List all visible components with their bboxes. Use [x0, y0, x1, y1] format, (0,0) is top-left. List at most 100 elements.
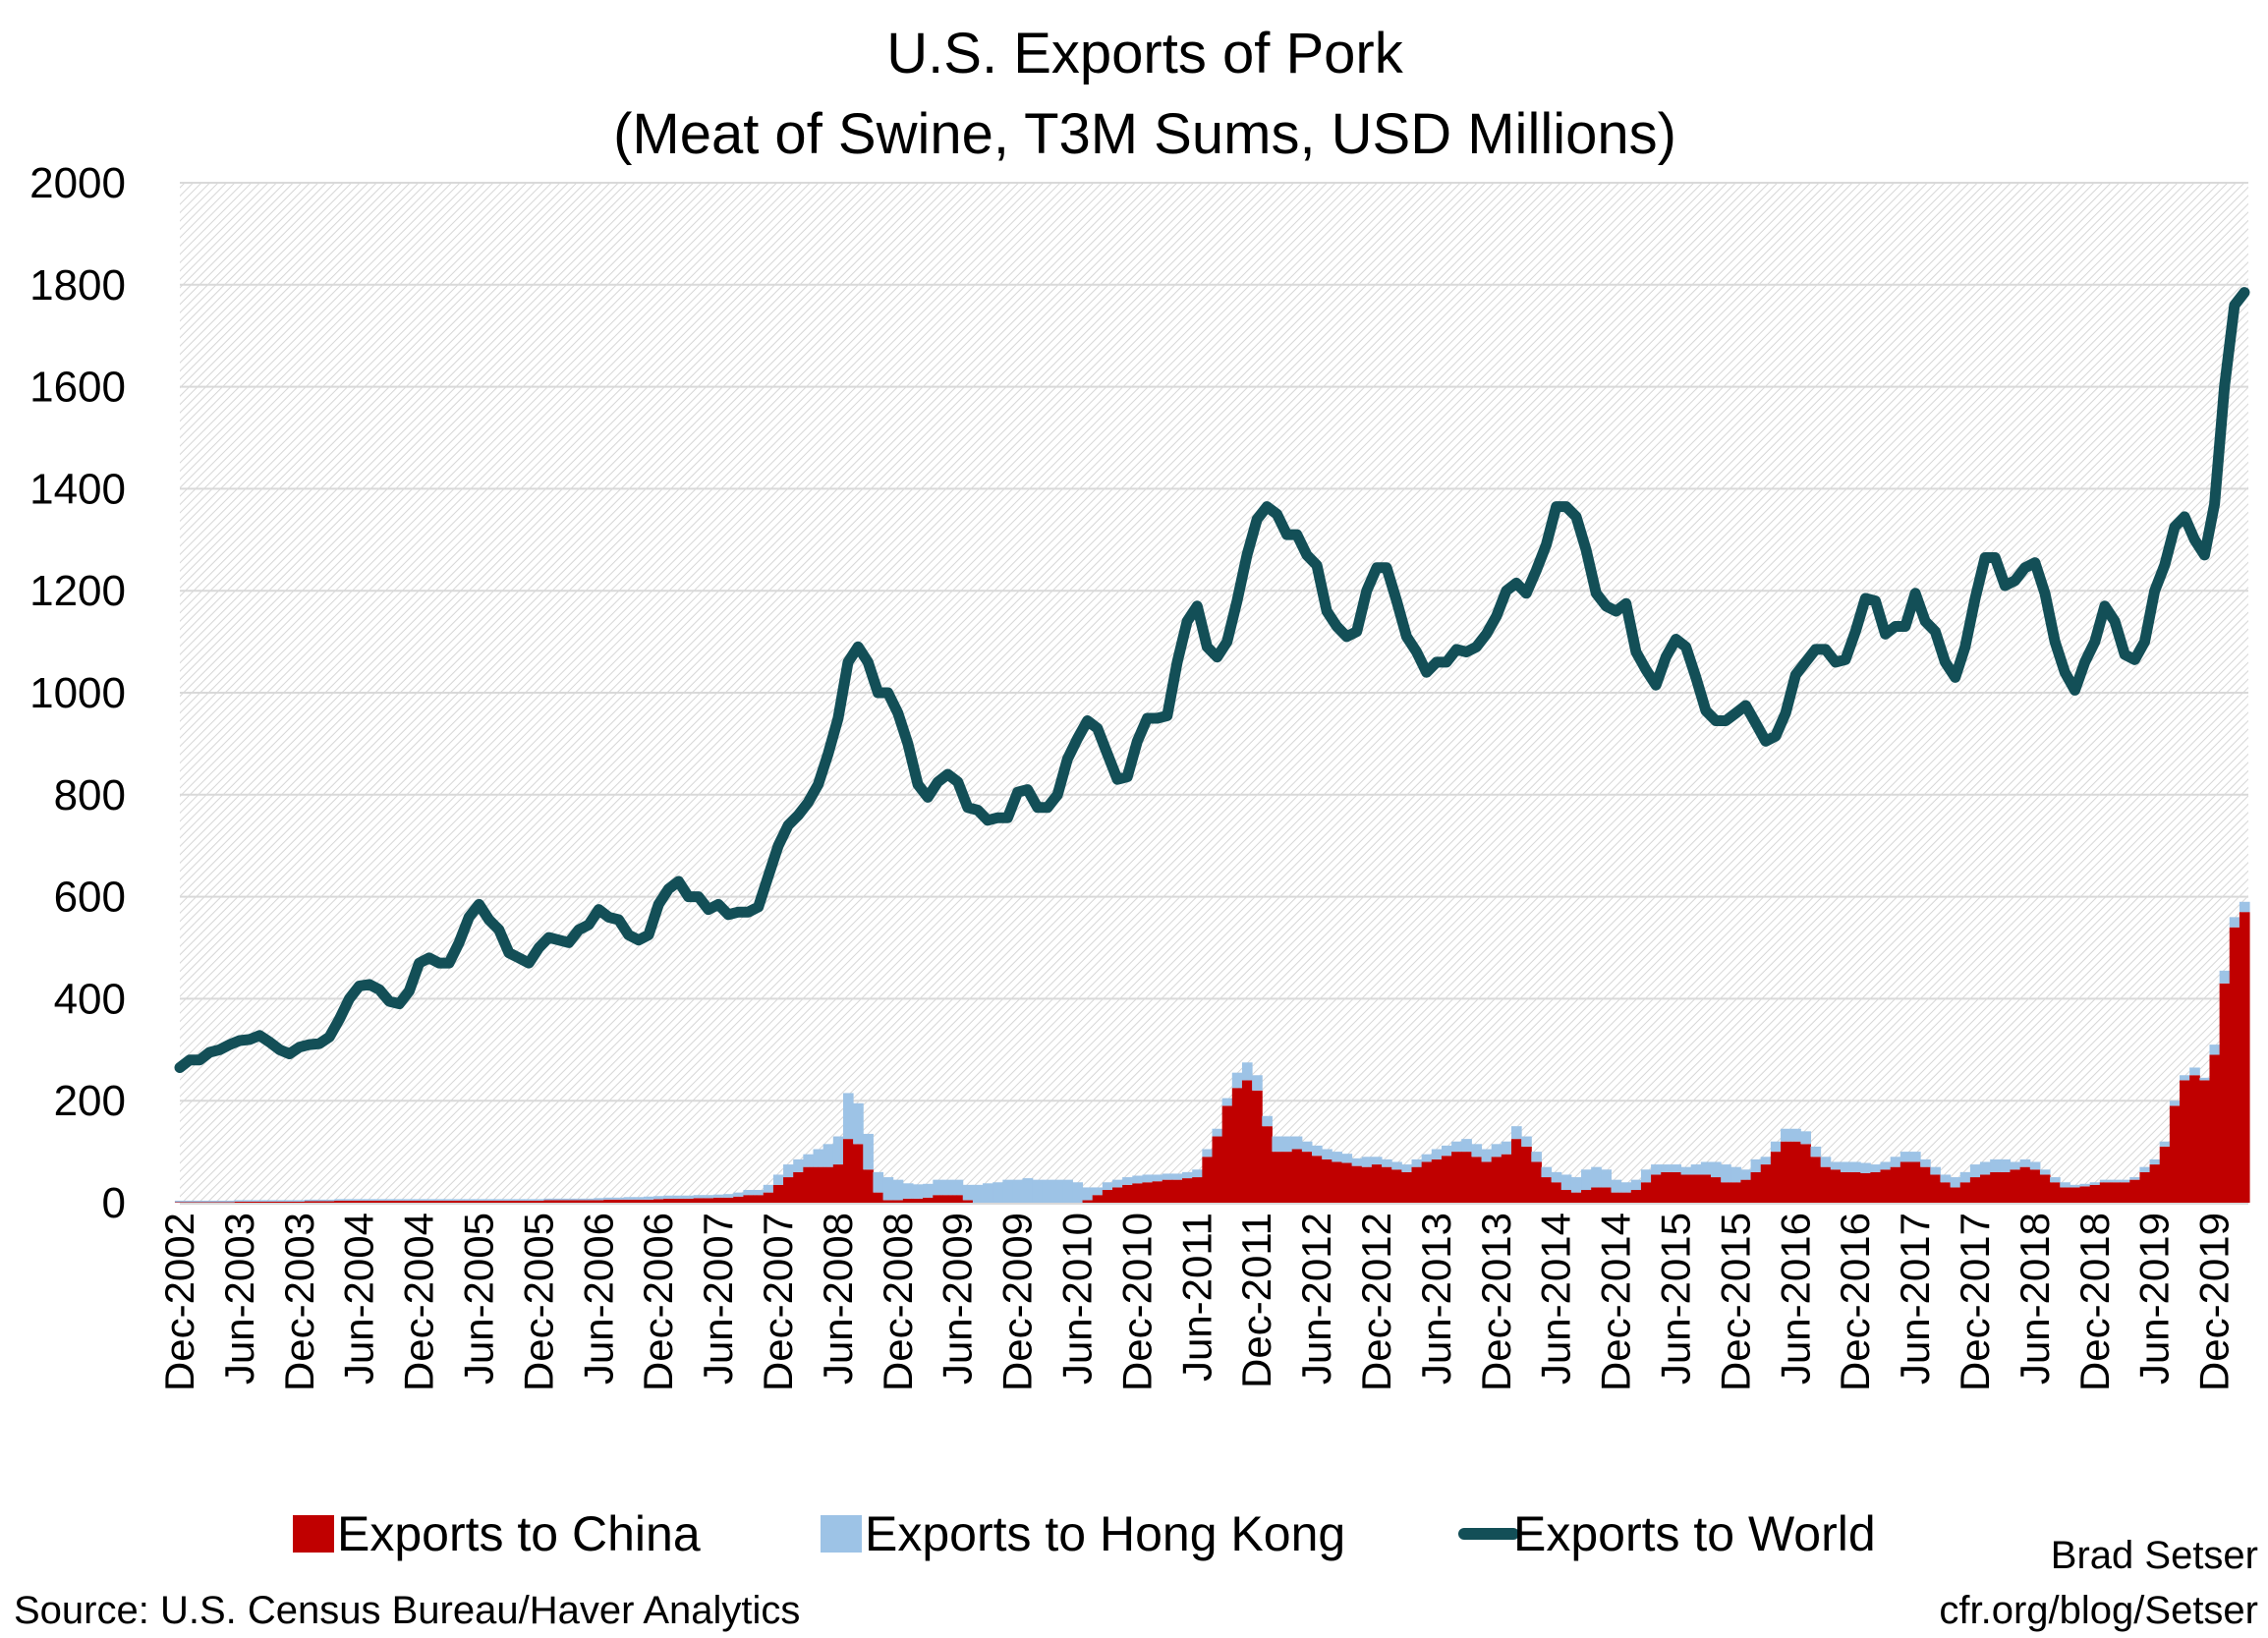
- bar-china: [1182, 1178, 1193, 1203]
- bar-china: [514, 1200, 525, 1203]
- bar-hong-kong: [404, 1199, 416, 1201]
- bar-hong-kong: [1730, 1166, 1741, 1183]
- bar-china: [1870, 1171, 1882, 1203]
- bar-hong-kong: [314, 1199, 325, 1202]
- x-tick-label: Dec-2018: [2071, 1213, 2118, 1391]
- bar-hong-kong: [2039, 1169, 2051, 1175]
- bar-hong-kong: [2010, 1161, 2021, 1170]
- bar-china: [224, 1202, 236, 1203]
- bar-china: [304, 1201, 315, 1203]
- x-tick-label: Jun-2015: [1653, 1213, 1699, 1384]
- bar-china: [1291, 1149, 1303, 1203]
- bar-china: [1710, 1177, 1722, 1203]
- bar-china: [1371, 1164, 1383, 1203]
- bar-china: [1391, 1169, 1402, 1203]
- bar-hong-kong: [1382, 1158, 1392, 1167]
- bar-hong-kong: [902, 1183, 914, 1199]
- bar-hong-kong: [793, 1158, 804, 1172]
- bar-hong-kong: [1341, 1154, 1353, 1163]
- bar-hong-kong: [424, 1199, 435, 1201]
- bar-china: [1322, 1158, 1332, 1203]
- bar-china: [1959, 1182, 1971, 1203]
- bar-china: [1262, 1126, 1273, 1203]
- y-axis-ticks: 0 200 400 600 800 1000 1200 1400 1600 1800 2000: [29, 159, 126, 1227]
- bar-hong-kong: [1092, 1187, 1104, 1196]
- bar-hong-kong: [1311, 1145, 1323, 1157]
- bar-hong-kong: [1301, 1141, 1313, 1153]
- y-tick-label: 600: [54, 874, 126, 922]
- bar-china: [414, 1200, 425, 1203]
- legend-label-world: Exports to World: [1513, 1506, 1876, 1561]
- bar-china: [524, 1200, 535, 1203]
- bar-china: [733, 1196, 744, 1203]
- bar-china: [1611, 1192, 1622, 1203]
- bar-china: [2180, 1080, 2190, 1203]
- bar-china: [1202, 1157, 1213, 1203]
- bar-hong-kong: [873, 1171, 884, 1193]
- bar-hong-kong: [882, 1177, 894, 1201]
- bar-china: [772, 1184, 784, 1203]
- bar-hong-kong: [2129, 1177, 2140, 1180]
- bar-hong-kong: [433, 1199, 445, 1201]
- bar-china: [1969, 1177, 1981, 1203]
- bar-china: [244, 1201, 255, 1203]
- x-tick-label: Dec-2006: [635, 1213, 681, 1391]
- bar-china: [743, 1195, 755, 1203]
- bar-china: [1221, 1105, 1233, 1203]
- bar-hong-kong: [553, 1198, 565, 1201]
- bar-china: [1501, 1154, 1512, 1203]
- x-tick-label: Dec-2019: [2191, 1213, 2238, 1391]
- bar-china: [1760, 1164, 1772, 1203]
- legend-label-china: Exports to China: [337, 1506, 701, 1561]
- bar-china: [464, 1200, 475, 1203]
- bar-china: [1102, 1190, 1113, 1203]
- bar-hong-kong: [584, 1198, 595, 1201]
- bar-china: [1192, 1177, 1203, 1203]
- bar-china: [1092, 1195, 1104, 1203]
- bar-hong-kong: [1371, 1157, 1383, 1165]
- bar-china: [822, 1166, 834, 1203]
- bar-china: [1471, 1157, 1483, 1203]
- bar-hong-kong: [1032, 1179, 1044, 1203]
- bar-china: [693, 1198, 705, 1203]
- bar-hong-kong: [1291, 1136, 1303, 1150]
- bar-hong-kong: [1790, 1128, 1801, 1142]
- bar-hong-kong: [2120, 1179, 2130, 1183]
- bar-hong-kong: [524, 1199, 535, 1201]
- bar-china: [2159, 1146, 2171, 1203]
- bar-china: [1750, 1171, 1762, 1203]
- bar-hong-kong: [1810, 1146, 1822, 1158]
- bar-china: [1272, 1152, 1283, 1203]
- bar-china: [2109, 1182, 2121, 1203]
- bar-china: [942, 1195, 954, 1203]
- bar-hong-kong: [2029, 1161, 2041, 1170]
- bar-china: [264, 1201, 275, 1203]
- bar-hong-kong: [813, 1149, 824, 1167]
- x-tick-label: Dec-2004: [396, 1213, 442, 1391]
- bar-china: [1620, 1192, 1632, 1203]
- bar-china: [882, 1200, 894, 1203]
- bar-china: [763, 1192, 774, 1203]
- bar-china: [1332, 1161, 1342, 1203]
- bar-hong-kong: [653, 1196, 664, 1200]
- bar-hong-kong: [464, 1199, 475, 1201]
- bar-hong-kong: [1421, 1154, 1433, 1162]
- bar-hong-kong: [1431, 1149, 1443, 1159]
- bar-hong-kong: [1351, 1158, 1363, 1166]
- y-tick-label: 1200: [29, 567, 126, 615]
- bar-hong-kong: [1680, 1166, 1692, 1175]
- bar-hong-kong: [414, 1199, 425, 1201]
- bar-hong-kong: [334, 1199, 345, 1201]
- bar-hong-kong: [1491, 1144, 1503, 1158]
- bar-china: [1790, 1141, 1801, 1203]
- bar-china: [1651, 1174, 1662, 1203]
- bar-china: [1231, 1088, 1243, 1203]
- author-name: Brad Setser: [2051, 1534, 2258, 1577]
- bar-china: [2129, 1179, 2140, 1203]
- bar-hong-kong: [1182, 1171, 1193, 1179]
- bar-hong-kong: [863, 1133, 874, 1170]
- bar-china: [853, 1144, 864, 1203]
- bar-china: [1899, 1161, 1911, 1203]
- bar-hong-kong: [2219, 970, 2231, 984]
- x-tick-label: Jun-2007: [695, 1213, 741, 1384]
